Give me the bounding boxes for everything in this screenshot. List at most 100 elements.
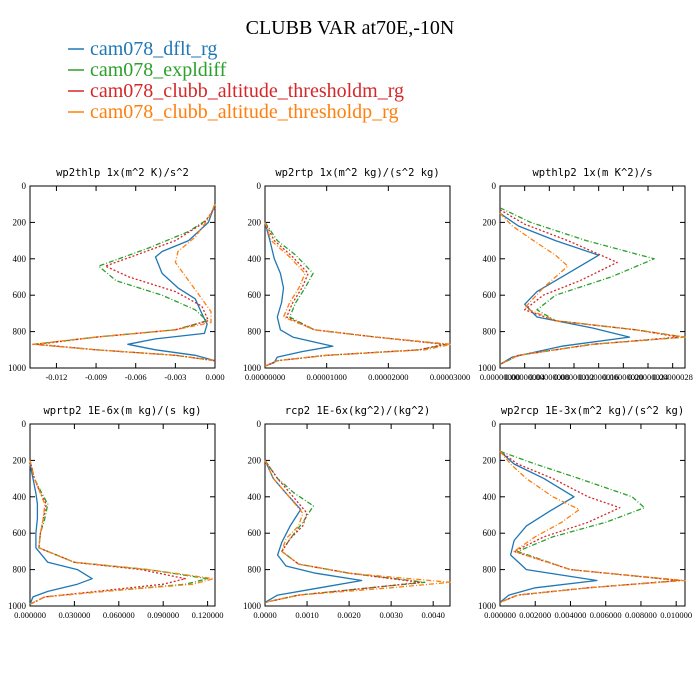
y-tick-label: 0	[22, 419, 27, 429]
plot-frame	[499, 185, 686, 369]
y-tick-label: 800	[248, 565, 262, 575]
plot-frame	[29, 423, 216, 607]
series-line-cam078_dflt_rg	[499, 450, 598, 603]
x-tick-label: -0.006	[125, 372, 147, 382]
series-line-cam078_clubb_altitude_thresholdp_rg	[264, 222, 452, 367]
series-line-cam078_clubb_altitude_thresholdm_rg	[37, 207, 216, 362]
series-line-cam078_clubb_altitude_thresholdp_rg	[499, 450, 686, 604]
series-line-cam078_expldiff	[264, 222, 448, 367]
x-tick-label: 0.002000	[519, 610, 551, 620]
x-tick-label: 0.00002000	[368, 372, 408, 382]
series-line-cam078_dflt_rg	[499, 212, 631, 365]
x-tick-label: 0.0030	[379, 610, 402, 620]
x-tick-label: 0.00000004	[504, 372, 545, 382]
panel-6: wp2rcp 1E-3x(m^2 kg)/(s^2 kg) 0 200 400 600 8…	[478, 405, 692, 620]
y-tick-label: 0	[22, 181, 27, 191]
series-line-cam078_expldiff	[29, 460, 209, 605]
y-tick-label: 200	[248, 455, 262, 465]
legend-label: cam078_dflt_rg	[90, 38, 217, 60]
panel-3: wpthlp2 1x(m K^2)/s020040060080010000.00…	[478, 167, 693, 382]
y-tick-label: 0	[257, 419, 262, 429]
legend: cam078_dflt_rg cam078_expldiff cam078_cl…	[68, 38, 404, 123]
series-line-cam078_clubb_altitude_thresholdm_rg	[264, 460, 422, 604]
series-line-cam078_clubb_altitude_thresholdp_rg	[499, 212, 686, 365]
y-tick-label: 400	[483, 492, 497, 502]
x-tick-label: 0.0020	[337, 610, 360, 620]
panel-title: wp2rcp 1E-3x(m^2 kg)/(s^2 kg)	[501, 405, 684, 417]
x-tick-label: 0.00000008	[529, 372, 569, 382]
y-tick-label: 0	[257, 181, 262, 191]
x-tick-label: 0.000000	[14, 610, 46, 620]
x-tick-label: -0.009	[85, 372, 107, 382]
x-tick-label: 0.00000016	[578, 372, 618, 382]
series-line-cam078_expldiff	[499, 207, 686, 365]
panel-title: wprtp2 1E-6x(m kg)/(s kg)	[43, 405, 201, 417]
series-line-cam078_clubb_altitude_thresholdm_rg	[264, 222, 445, 367]
y-tick-label: 600	[248, 528, 262, 538]
x-tick-label: 0.00000028	[652, 372, 692, 382]
y-tick-label: 1000	[478, 363, 497, 373]
x-tick-label: 0.00003000	[430, 372, 470, 382]
y-tick-label: 600	[483, 290, 497, 300]
legend-label: cam078_clubb_altitude_thresholdp_rg	[90, 101, 398, 123]
series-line-cam078_dflt_rg	[264, 222, 334, 367]
plot-frame	[499, 423, 686, 607]
x-tick-label: 0.00000000	[480, 372, 520, 382]
y-tick-label: 0	[492, 181, 497, 191]
x-tick-label: 0.008000	[625, 610, 657, 620]
x-tick-label: 0.00001000	[306, 372, 346, 382]
series-line-cam078_dflt_rg	[264, 460, 363, 603]
panel-title: wpthlp2 1x(m K^2)/s	[532, 167, 652, 179]
panel-2: wp2rtp 1x(m^2 kg)/(s^2 kg) 0 200 400 600 800 1…	[243, 167, 470, 382]
x-tick-label: 0.120000	[192, 610, 224, 620]
y-tick-label: 1000	[478, 601, 497, 611]
y-tick-label: 1000	[8, 601, 27, 611]
y-tick-label: 200	[483, 455, 497, 465]
x-tick-label: 0.00000000	[245, 372, 285, 382]
y-tick-label: 800	[248, 327, 262, 337]
panel-title: rcp2 1E-6x(kg^2)/(kg^2)	[285, 405, 430, 417]
y-tick-label: 200	[248, 217, 262, 227]
y-tick-label: 400	[13, 492, 27, 502]
x-tick-label: 0.00000012	[554, 372, 594, 382]
series-line-cam078_dflt_rg	[29, 463, 93, 605]
panel-5: rcp2 1E-6x(kg^2)/(kg^2) 0 200 400 600 800 1000…	[243, 405, 451, 620]
series-line-cam078_clubb_altitude_thresholdm_rg	[499, 450, 681, 604]
plot-frame	[29, 185, 216, 369]
series-line-cam078_expldiff	[264, 460, 426, 604]
x-tick-label: 0.000000	[484, 610, 516, 620]
series-line-cam078_clubb_altitude_thresholdp_rg	[264, 460, 451, 604]
y-tick-label: 200	[483, 217, 497, 227]
x-tick-label: -0.012	[45, 372, 67, 382]
plot-frame	[264, 185, 451, 369]
panel-title: wp2rtp 1x(m^2 kg)/(s^2 kg)	[275, 167, 439, 179]
x-tick-label: 0.010000	[660, 610, 692, 620]
x-tick-label: -0.003	[164, 372, 186, 382]
x-tick-label: 0.0000	[253, 610, 276, 620]
y-tick-label: 600	[483, 528, 497, 538]
y-tick-label: 800	[483, 327, 497, 337]
x-tick-label: 0.006000	[590, 610, 622, 620]
y-tick-label: 400	[248, 492, 262, 502]
y-tick-label: 1000	[8, 363, 27, 373]
x-tick-label: 0.004000	[555, 610, 587, 620]
x-tick-label: 0.090000	[147, 610, 179, 620]
series-line-cam078_dflt_rg	[127, 203, 216, 362]
panel-title: wp2thlp 1x(m^2 K)/s^2	[56, 167, 189, 179]
legend-entry-expldiff: cam078_expldiff	[68, 59, 227, 81]
x-tick-label: 0.00000024	[628, 372, 669, 382]
y-tick-label: 600	[13, 528, 27, 538]
x-tick-label: 0.000	[205, 372, 224, 382]
y-tick-label: 0	[492, 419, 497, 429]
x-tick-label: 0.0010	[295, 610, 318, 620]
x-tick-label: 0.0040	[421, 610, 444, 620]
series-line-cam078_clubb_altitude_thresholdm_rg	[29, 460, 187, 605]
y-tick-label: 600	[13, 290, 27, 300]
panel-4: wprtp2 1E-6x(m kg)/(s kg) 0 200 400 600 800 10…	[8, 405, 224, 620]
series-line-cam078_expldiff	[33, 203, 216, 362]
y-tick-label: 1000	[243, 601, 262, 611]
x-tick-label: 0.00000020	[603, 372, 643, 382]
legend-label: cam078_expldiff	[90, 59, 227, 81]
y-tick-label: 400	[483, 254, 497, 264]
